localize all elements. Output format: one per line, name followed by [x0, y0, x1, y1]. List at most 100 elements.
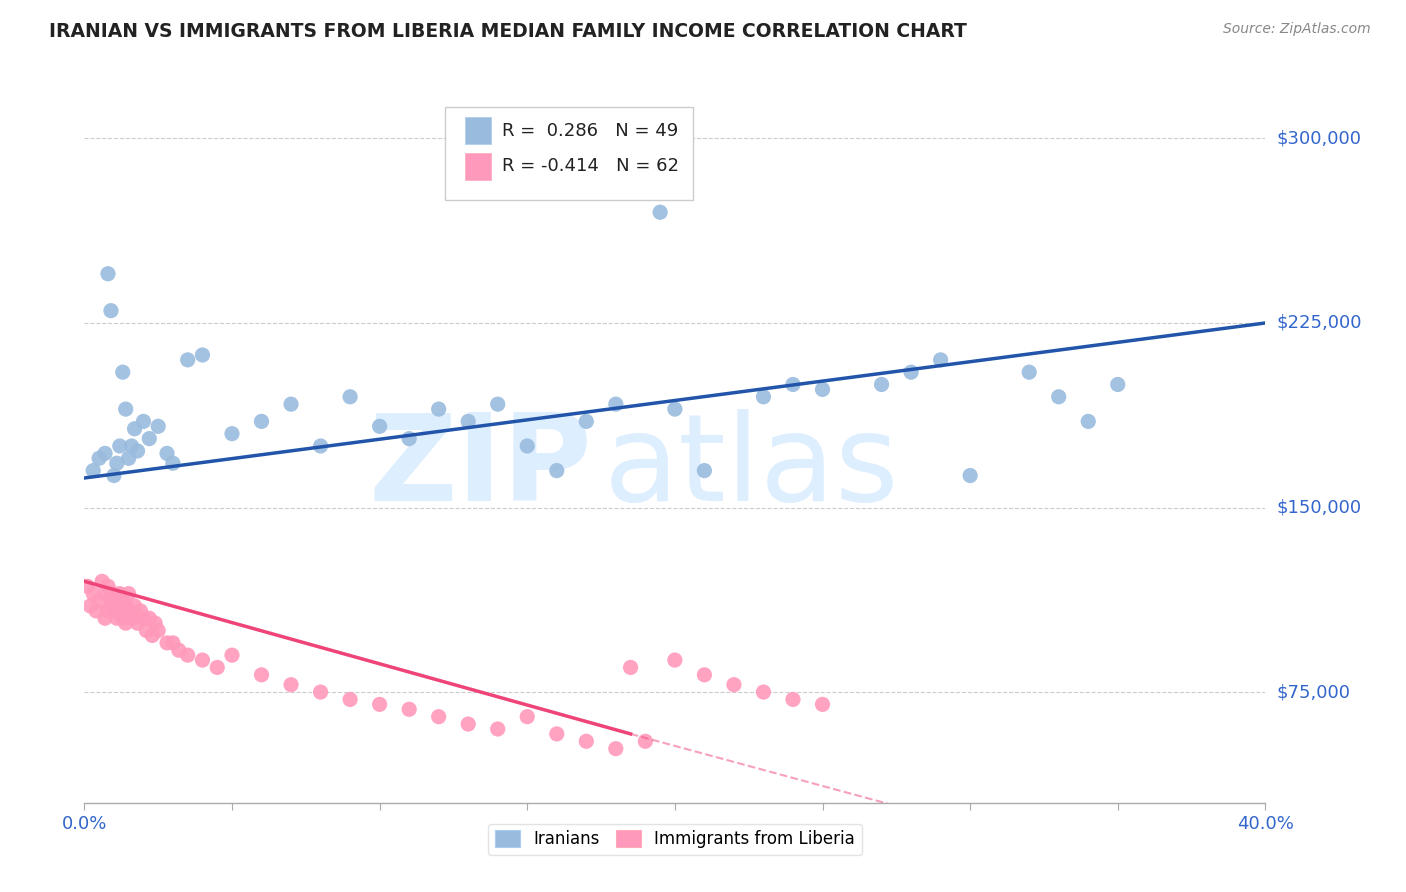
- Point: [91, 574, 114, 589]
- Point: [121, 439, 143, 453]
- Point: [103, 587, 125, 601]
- Point: [156, 446, 179, 460]
- Point: [280, 678, 302, 692]
- Point: [127, 616, 149, 631]
- Point: [398, 432, 420, 446]
- Point: [664, 402, 686, 417]
- Point: [108, 587, 131, 601]
- Point: [309, 685, 332, 699]
- Point: [811, 383, 834, 397]
- Point: [162, 636, 184, 650]
- Point: [124, 599, 146, 613]
- Point: [111, 611, 134, 625]
- Point: [141, 628, 163, 642]
- Point: [118, 451, 141, 466]
- Point: [82, 464, 104, 478]
- Point: [121, 611, 143, 625]
- Point: [100, 599, 122, 613]
- Point: [94, 446, 117, 460]
- Point: [620, 660, 643, 674]
- Point: [650, 205, 672, 219]
- Point: [368, 698, 391, 712]
- Point: [752, 685, 775, 699]
- Point: [118, 604, 141, 618]
- Bar: [464, 117, 491, 145]
- Point: [427, 709, 450, 723]
- Text: $300,000: $300,000: [1277, 129, 1361, 147]
- Point: [132, 414, 155, 428]
- Point: [108, 439, 131, 453]
- Point: [167, 643, 190, 657]
- Point: [221, 648, 243, 662]
- Point: [76, 579, 98, 593]
- Point: [339, 390, 361, 404]
- Point: [124, 422, 146, 436]
- Point: [605, 397, 627, 411]
- Text: R = -0.414   N = 62: R = -0.414 N = 62: [502, 157, 679, 175]
- Point: [959, 468, 981, 483]
- Text: ZIP: ZIP: [368, 409, 592, 526]
- FancyBboxPatch shape: [444, 107, 693, 200]
- Point: [135, 624, 157, 638]
- Point: [84, 604, 107, 618]
- Point: [143, 616, 166, 631]
- Point: [105, 456, 128, 470]
- Point: [575, 414, 598, 428]
- Point: [177, 648, 200, 662]
- Point: [148, 419, 170, 434]
- Point: [191, 653, 214, 667]
- Point: [97, 604, 120, 618]
- Point: [368, 419, 391, 434]
- Text: $75,000: $75,000: [1277, 683, 1351, 701]
- Point: [114, 616, 136, 631]
- Point: [94, 587, 117, 601]
- Text: $150,000: $150,000: [1277, 499, 1361, 516]
- Point: [111, 365, 134, 379]
- Point: [162, 456, 184, 470]
- Point: [138, 432, 160, 446]
- Point: [207, 660, 229, 674]
- Point: [900, 365, 922, 379]
- Point: [1047, 390, 1070, 404]
- Point: [132, 611, 155, 625]
- Point: [782, 377, 804, 392]
- Point: [103, 468, 125, 483]
- Point: [811, 698, 834, 712]
- Point: [339, 692, 361, 706]
- Point: [546, 464, 568, 478]
- Point: [782, 692, 804, 706]
- Point: [97, 267, 120, 281]
- Text: R =  0.286   N = 49: R = 0.286 N = 49: [502, 121, 679, 139]
- Point: [634, 734, 657, 748]
- Point: [87, 451, 111, 466]
- Point: [94, 611, 117, 625]
- Bar: [464, 153, 491, 180]
- Point: [516, 439, 538, 453]
- Point: [114, 402, 136, 417]
- Point: [870, 377, 893, 392]
- Text: IRANIAN VS IMMIGRANTS FROM LIBERIA MEDIAN FAMILY INCOME CORRELATION CHART: IRANIAN VS IMMIGRANTS FROM LIBERIA MEDIA…: [49, 22, 967, 41]
- Point: [114, 599, 136, 613]
- Point: [177, 352, 200, 367]
- Point: [546, 727, 568, 741]
- Point: [250, 414, 273, 428]
- Point: [752, 390, 775, 404]
- Point: [105, 594, 128, 608]
- Point: [111, 594, 134, 608]
- Legend: Iranians, Immigrants from Liberia: Iranians, Immigrants from Liberia: [488, 823, 862, 855]
- Point: [398, 702, 420, 716]
- Point: [605, 741, 627, 756]
- Point: [664, 653, 686, 667]
- Point: [118, 587, 141, 601]
- Text: Source: ZipAtlas.com: Source: ZipAtlas.com: [1223, 22, 1371, 37]
- Point: [100, 591, 122, 606]
- Point: [457, 414, 479, 428]
- Point: [79, 599, 101, 613]
- Point: [723, 678, 745, 692]
- Point: [693, 668, 716, 682]
- Point: [103, 604, 125, 618]
- Point: [309, 439, 332, 453]
- Point: [457, 717, 479, 731]
- Point: [191, 348, 214, 362]
- Point: [250, 668, 273, 682]
